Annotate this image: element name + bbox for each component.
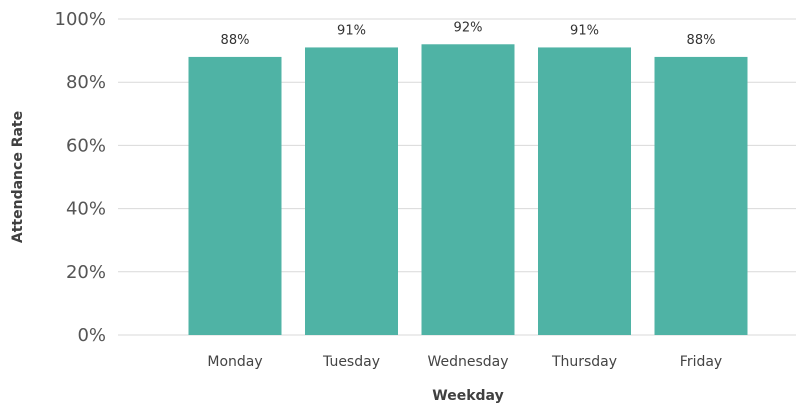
y-tick-label: 100% <box>55 9 106 30</box>
y-tick-label: 40% <box>66 199 106 220</box>
y-tick-label: 80% <box>66 72 106 93</box>
x-tick-label: Friday <box>680 354 722 370</box>
x-tick-label: Monday <box>207 354 262 370</box>
data-labels: 88% 91% 92% 91% 88% <box>221 20 716 48</box>
y-tick-label: 0% <box>77 325 106 346</box>
bar <box>654 56 748 336</box>
bar <box>538 47 631 335</box>
x-tick-label: Tuesday <box>322 354 380 370</box>
data-label: 92% <box>454 20 483 35</box>
x-tick-label: Thursday <box>551 354 617 370</box>
data-label: 91% <box>570 23 599 38</box>
data-label: 88% <box>687 33 716 48</box>
y-axis-ticks: 0% 20% 40% 60% 80% 100% <box>55 9 106 346</box>
y-tick-label: 20% <box>66 262 106 283</box>
data-label: 91% <box>337 23 366 38</box>
x-axis-title: Weekday <box>432 388 503 404</box>
y-tick-label: 60% <box>66 135 106 156</box>
bar <box>421 44 515 335</box>
bar <box>305 47 398 335</box>
x-tick-label: Wednesday <box>427 354 508 370</box>
bars <box>188 44 748 336</box>
bar <box>188 56 282 336</box>
x-axis-ticks: Monday Tuesday Wednesday Thursday Friday <box>207 354 722 370</box>
data-label: 88% <box>221 33 250 48</box>
y-axis-title: Attendance Rate <box>10 111 26 243</box>
